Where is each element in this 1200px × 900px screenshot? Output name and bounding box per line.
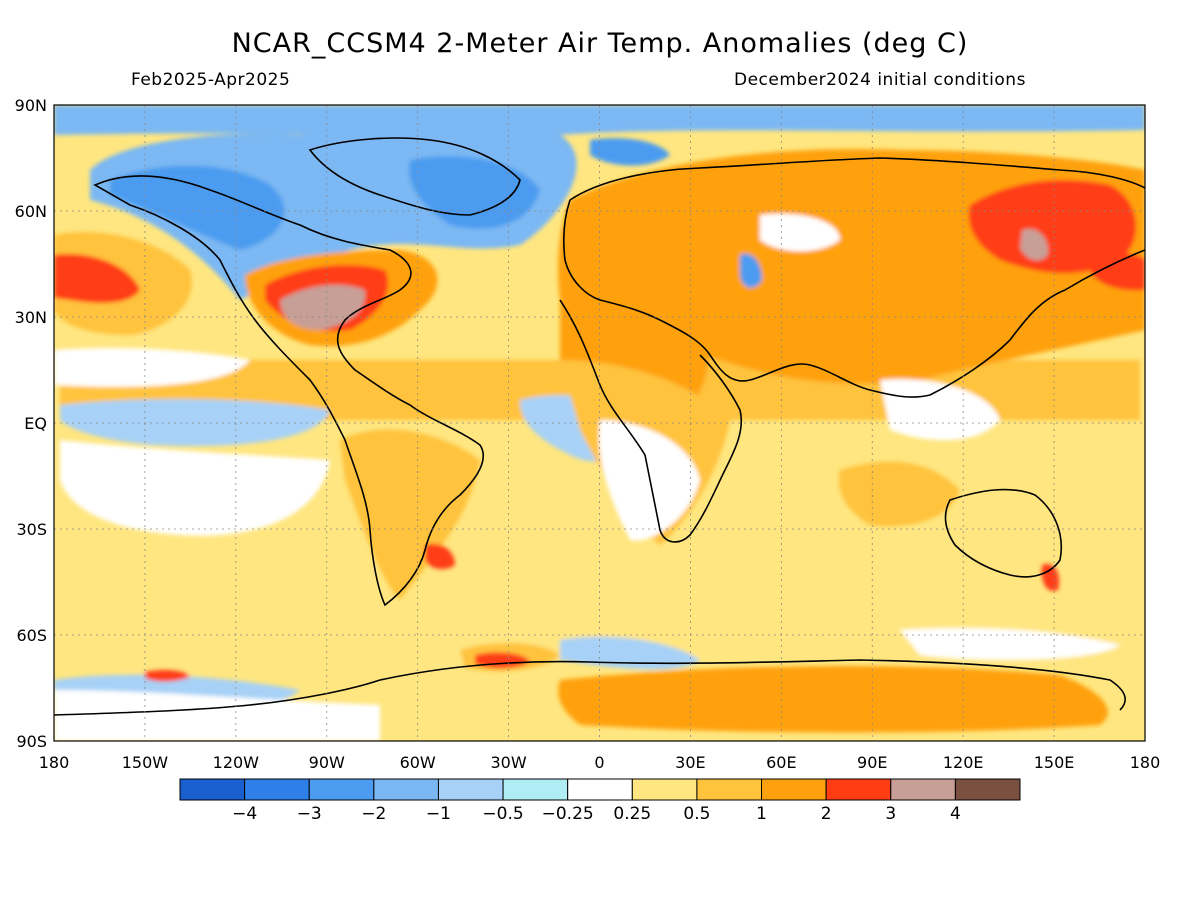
longitude-labels: 180 150W 120W 90W 60W 30W 0 30E 60E 90E 120E 150E 18…: [39, 753, 1161, 772]
init-conditions: December2024 initial conditions: [734, 70, 1026, 90]
colorbar-swatch: [179, 778, 246, 801]
colorbar-swatch: [696, 778, 763, 801]
anomaly-region-s-atlantic-hot: [1041, 564, 1060, 591]
lat-label: 60S: [16, 626, 47, 645]
colorbar-label: 3: [885, 804, 896, 824]
anomaly-region-s-atlantic-hot: [425, 543, 455, 570]
anomaly-region-greenland-core: [590, 138, 670, 166]
plot-title: NCAR_CCSM4 2-Meter Air Temp. Anomalies (…: [231, 28, 969, 59]
anomaly-field: [54, 105, 1145, 741]
lat-label: 90S: [16, 732, 47, 751]
lon-label: 0: [594, 753, 604, 772]
colorbar-swatch: [890, 778, 956, 801]
anomaly-region-e-tropical-pacific: [560, 636, 700, 670]
map-frame: [53, 104, 1146, 742]
colorbar-label: −1: [426, 804, 451, 824]
anomaly-region-white: [60, 440, 330, 536]
colorbar-label: −0.25: [542, 804, 594, 824]
lat-label: 90N: [15, 96, 47, 115]
lon-label: 180: [39, 753, 70, 772]
anomaly-region-n-pacific-hot: [54, 254, 140, 303]
lon-label: 120E: [943, 753, 984, 772]
colorbar-swatch: [631, 778, 698, 801]
lon-label: 90E: [857, 753, 887, 772]
colorbar-swatch: [761, 778, 827, 801]
colorbar-label: 0.5: [683, 804, 710, 824]
anomaly-region-africa-warm: [838, 461, 960, 527]
anomaly-region-white: [900, 628, 1120, 661]
lat-label: EQ: [24, 414, 47, 433]
lon-label: 90W: [309, 753, 345, 772]
lon-label: 60W: [400, 753, 436, 772]
colorbar-label: −4: [232, 804, 257, 824]
colorbar-swatch: [308, 778, 375, 801]
colorbar-swatch: [437, 778, 504, 801]
anomaly-region-s-america-warm: [340, 429, 480, 600]
lon-label: 180: [1130, 753, 1161, 772]
graticule: [54, 105, 1145, 741]
anomaly-region-antarctica-warm: [558, 665, 1108, 733]
colorbar-swatch: [373, 778, 439, 801]
lat-label: 30S: [16, 520, 47, 539]
latitude-labels: 90N 60N 30N EQ 30S 60S 90S: [15, 96, 47, 751]
lon-label: 150W: [122, 753, 169, 772]
lon-label: 60E: [766, 753, 796, 772]
anomaly-region-n-pacific-hot: [145, 669, 190, 682]
colorbar-label: −3: [297, 804, 322, 824]
colorbar-swatch: [825, 778, 892, 801]
colorbar-label: −0.5: [482, 804, 523, 824]
anomaly-region-caspian-cold: [740, 253, 762, 288]
anomaly-region-white: [880, 379, 1000, 441]
colorbar-swatch: [567, 778, 633, 801]
lon-label: 150E: [1034, 753, 1075, 772]
anomaly-region-white: [54, 348, 250, 387]
anomaly-region-greenland-core: [409, 156, 540, 229]
colorbar-label: 4: [950, 804, 961, 824]
anomaly-region-usa-core: [280, 284, 366, 330]
anomaly-region-siberia-hot: [968, 180, 1137, 274]
colorbar-label: −2: [361, 804, 386, 824]
lon-label: 120W: [213, 753, 260, 772]
colorbar-swatch: [244, 778, 310, 801]
colorbar-swatch: [502, 778, 569, 801]
lat-label: 30N: [15, 308, 47, 327]
anomaly-region-siberia-hot: [1090, 252, 1145, 291]
anomaly-region-white: [54, 690, 380, 741]
colorbar-swatch: [954, 778, 1021, 801]
lon-label: 30W: [490, 753, 526, 772]
colorbar-label: 2: [821, 804, 832, 824]
colorbar-label: 1: [756, 804, 767, 824]
valid-period: Feb2025-Apr2025: [131, 70, 291, 90]
colorbar-label: 0.25: [613, 804, 651, 824]
lon-label: 30E: [675, 753, 705, 772]
anomaly-region-e-tropical-pacific: [60, 398, 330, 447]
anomaly-region-siberia-core: [1020, 228, 1049, 261]
coastlines: [54, 137, 1145, 716]
anomaly-region-white: [760, 213, 840, 252]
colorbar: −4 −3 −2 −1 −0.5 −0.25 0.25 0.5 1 2 3 4: [179, 778, 1021, 824]
lat-label: 60N: [15, 202, 47, 221]
anomaly-region-greenland-core: [110, 165, 285, 250]
